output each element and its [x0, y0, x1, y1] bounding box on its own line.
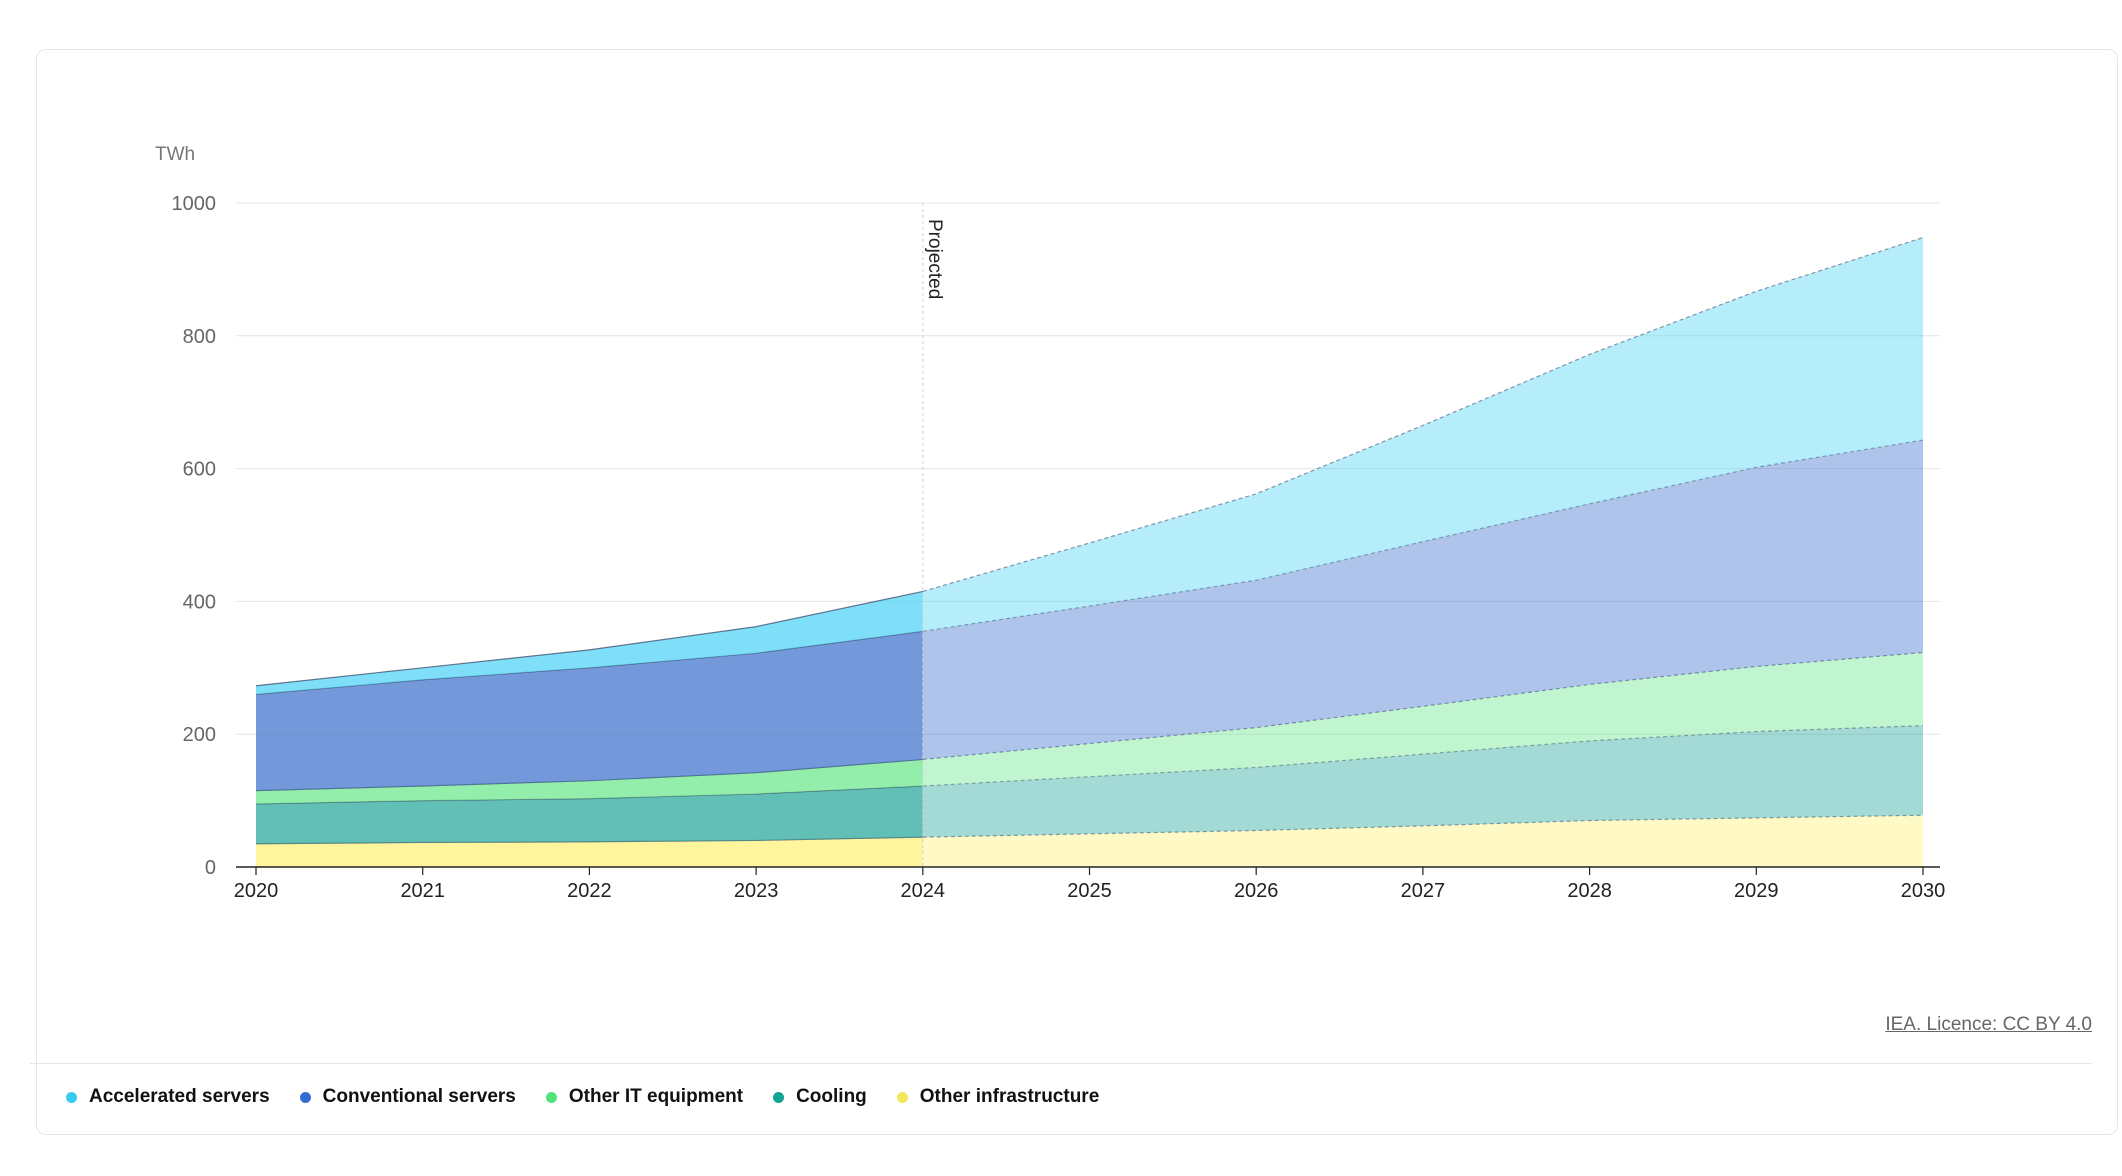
legend-swatch: [299, 1091, 311, 1103]
area-other-it-equipment-historic: [256, 759, 923, 804]
area-cooling-historic: [256, 785, 923, 844]
x-tick-label: 2024: [901, 880, 946, 902]
y-tick-label: 1000: [172, 193, 217, 215]
legend-item[interactable]: Conventional servers: [299, 1086, 516, 1108]
x-tick-label: 2027: [1401, 880, 1446, 902]
x-tick-label: 2026: [1234, 880, 1279, 902]
legend: Accelerated servers Conventional servers O…: [66, 1086, 1129, 1108]
legend-label: Other IT equipment: [568, 1086, 744, 1107]
x-tick-label: 2025: [1067, 880, 1112, 902]
x-tick-label: 2020: [234, 880, 279, 902]
legend-swatch: [545, 1091, 557, 1103]
x-tick-label: 2021: [400, 880, 445, 902]
area-conventional-servers-historic: [256, 631, 923, 791]
legend-divider: [30, 1063, 2092, 1064]
line-cooling-projected: [922, 724, 1924, 787]
y-tick-label: 0: [205, 857, 216, 879]
line-other-infrastructure-projected: [922, 814, 1924, 838]
y-unit-label: TWh: [155, 144, 195, 165]
area-accelerated-servers-historic: [256, 591, 923, 695]
y-tick-label: 400: [183, 591, 216, 613]
legend-swatch: [66, 1091, 77, 1103]
x-tick-label: 2030: [1901, 880, 1946, 902]
legend-label: Accelerated servers: [89, 1086, 270, 1107]
legend-item[interactable]: Accelerated servers: [66, 1086, 270, 1108]
y-tick-label: 200: [183, 724, 216, 746]
legend-swatch: [896, 1091, 908, 1103]
line-accelerated-servers-projected: [922, 236, 1924, 593]
legend-label: Cooling: [796, 1086, 867, 1107]
area-other-infrastructure-projected: [922, 815, 1923, 867]
x-tick-label: 2029: [1734, 880, 1779, 902]
legend-label: Other infrastructure: [919, 1086, 1100, 1107]
line-accelerated-servers-historic: [255, 590, 923, 687]
legend-item[interactable]: Cooling: [773, 1086, 867, 1108]
projection-label: Projected: [924, 219, 945, 299]
area-cooling-projected: [922, 725, 1923, 838]
legend-swatch: [773, 1091, 785, 1103]
legend-item[interactable]: Other infrastructure: [896, 1086, 1100, 1108]
x-tick-label: 2028: [1567, 880, 1612, 902]
y-tick-label: 800: [183, 326, 216, 348]
area-other-infrastructure-historic: [256, 837, 923, 867]
y-tick-label: 600: [183, 459, 216, 481]
area-other-it-equipment-projected: [922, 652, 1923, 786]
x-tick-label: 2023: [734, 880, 779, 902]
licence-link[interactable]: IEA. Licence: CC BY 4.0: [1885, 1014, 2092, 1035]
legend-label: Conventional servers: [322, 1086, 516, 1107]
line-conventional-servers-projected: [922, 439, 1924, 632]
area-conventional-servers-projected: [922, 440, 1923, 760]
chart-card: [36, 49, 2118, 1135]
area-accelerated-servers-projected: [922, 237, 1923, 632]
x-tick-label: 2022: [567, 880, 612, 902]
legend-item[interactable]: Other IT equipment: [545, 1086, 744, 1108]
